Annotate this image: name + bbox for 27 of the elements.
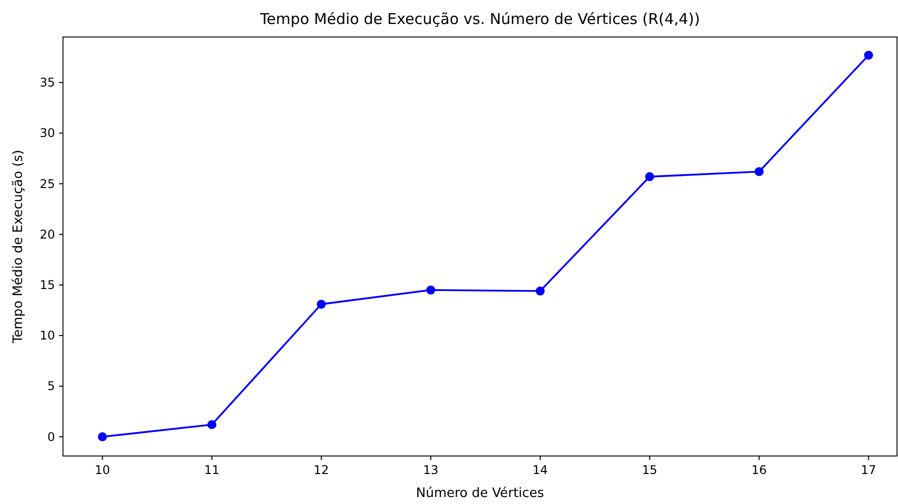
point — [645, 172, 654, 182]
point — [426, 286, 436, 295]
x-tick-label: 13 — [423, 463, 438, 477]
x-tick-label: 11 — [204, 463, 220, 477]
y-tick-label: 35 — [40, 76, 55, 90]
chart-title: Tempo Médio de Execução vs. Número de Vértices (R(4,4)) — [259, 10, 700, 28]
x-axis-title: Número de Vértices — [416, 486, 544, 501]
point — [536, 286, 545, 296]
x-tick-label: 17 — [860, 463, 876, 477]
y-tick-label: 20 — [40, 227, 55, 242]
point — [316, 300, 326, 309]
y-tick-label: 30 — [40, 126, 55, 140]
x-tick-label: 10 — [94, 463, 110, 477]
x-tick-label: 15 — [642, 463, 658, 477]
y-tick-label: 15 — [40, 278, 55, 292]
y-tick-label: 25 — [40, 176, 55, 191]
x-tick-label: 12 — [314, 463, 329, 477]
point — [754, 167, 764, 176]
y-axis-title: Tempo Médio de Execução (s) — [11, 150, 26, 344]
point — [207, 420, 216, 430]
y-tick-label: 5 — [47, 379, 55, 394]
point — [864, 50, 874, 60]
point — [98, 432, 107, 442]
y-tick-label: 0 — [47, 430, 55, 444]
y-tick-label: 10 — [40, 328, 55, 343]
x-tick-label: 16 — [751, 463, 767, 477]
x-tick-label: 14 — [532, 463, 548, 477]
